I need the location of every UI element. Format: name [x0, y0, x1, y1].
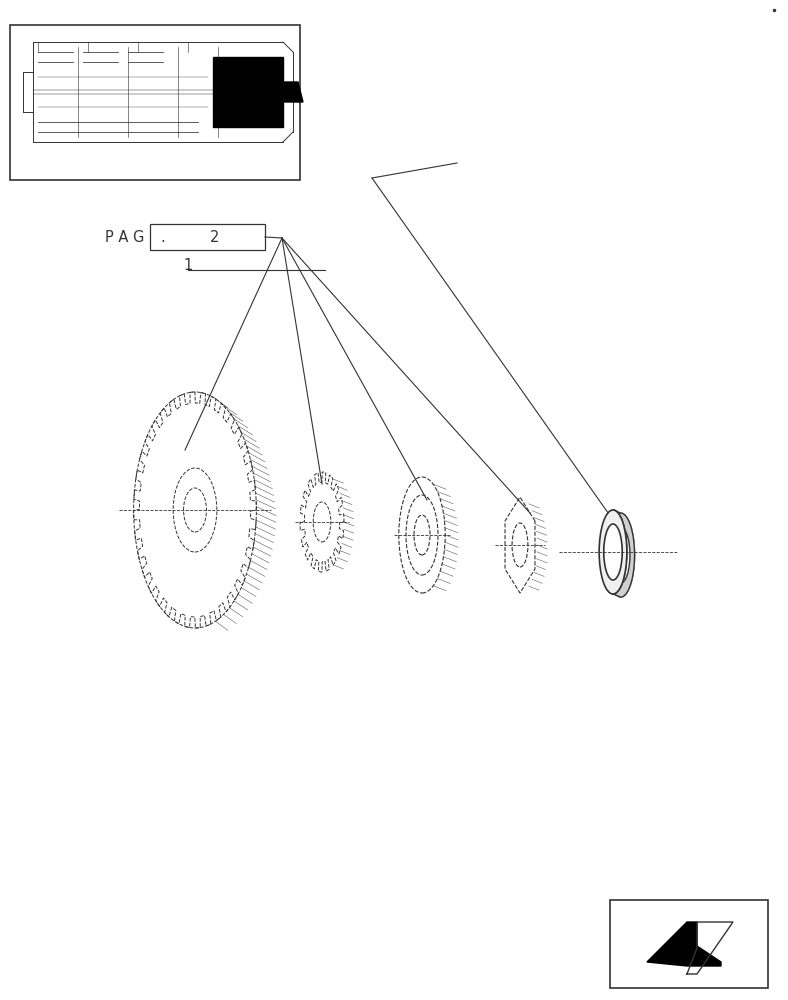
- Bar: [610, 900, 768, 988]
- Polygon shape: [647, 922, 721, 966]
- Bar: [10, 25, 300, 180]
- Text: P A G: P A G: [105, 230, 144, 244]
- Text: .: .: [160, 230, 165, 244]
- Text: 1: 1: [184, 257, 192, 272]
- Ellipse shape: [604, 524, 623, 580]
- Text: 2: 2: [210, 230, 220, 244]
- Ellipse shape: [611, 527, 630, 583]
- Polygon shape: [283, 82, 303, 102]
- Ellipse shape: [607, 513, 634, 597]
- Ellipse shape: [599, 510, 627, 594]
- Polygon shape: [213, 57, 283, 127]
- Bar: [150, 224, 265, 250]
- Polygon shape: [613, 510, 634, 597]
